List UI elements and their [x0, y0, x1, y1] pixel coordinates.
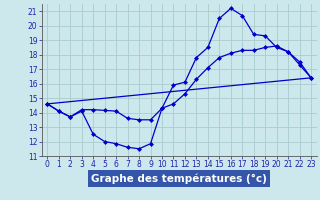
X-axis label: Graphe des températures (°c): Graphe des températures (°c): [91, 173, 267, 184]
